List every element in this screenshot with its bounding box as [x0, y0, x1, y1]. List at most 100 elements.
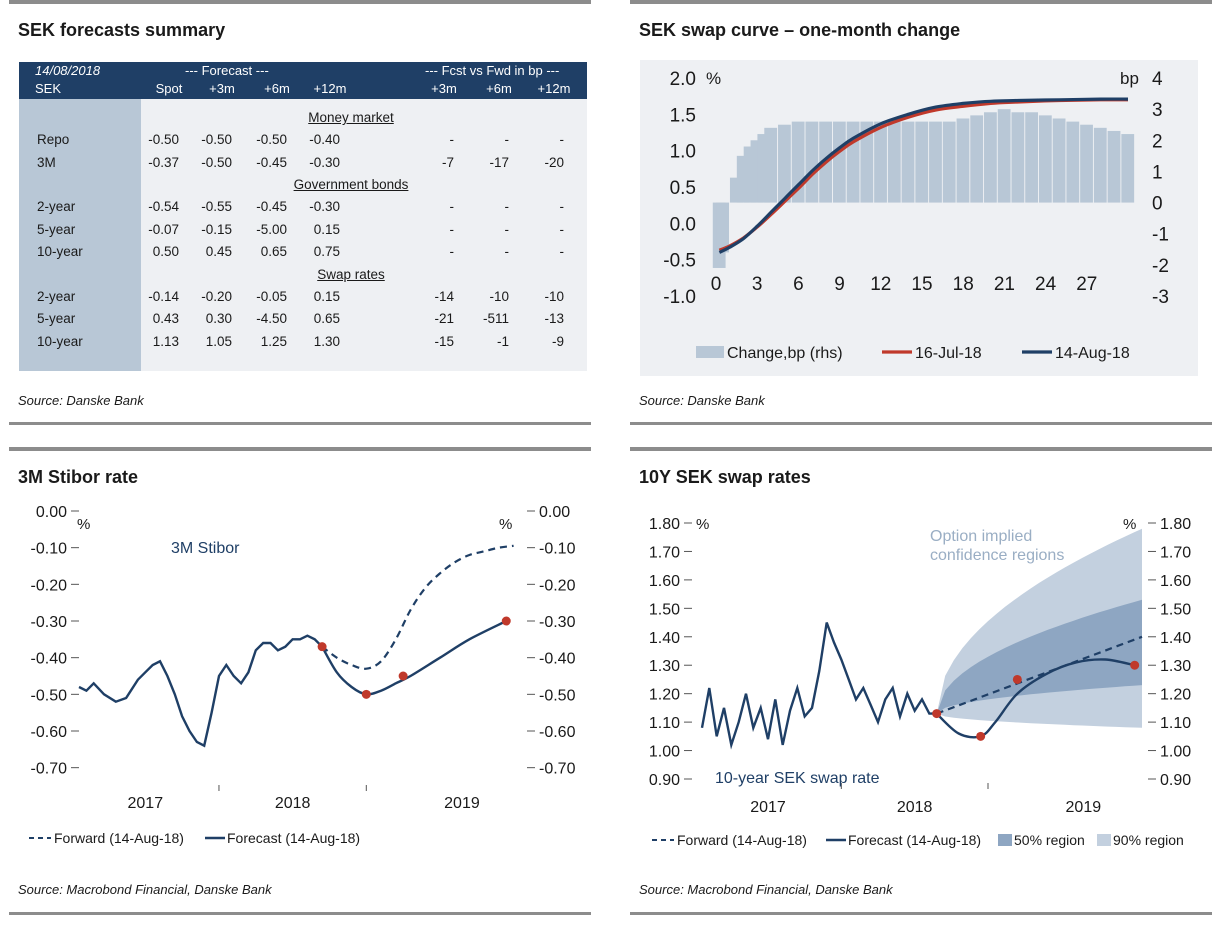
- row-value: -0.50: [201, 132, 232, 147]
- y-left-tick-label: 1.30: [649, 658, 680, 675]
- x-tick-label: 27: [1076, 274, 1097, 295]
- change-bar: [846, 121, 860, 203]
- y-left-tick-label: 1.70: [649, 544, 680, 561]
- row-fwd: -: [559, 199, 565, 214]
- y-left-tick-label: -0.30: [31, 614, 68, 631]
- y-left-tick-label: 1.80: [649, 516, 680, 533]
- y-right-tick-label: 0.90: [1160, 772, 1191, 789]
- y-left-tick-label: 1.60: [649, 573, 680, 590]
- x-tick-label: 3: [752, 274, 763, 295]
- legend-label: 14-Aug-18: [1055, 345, 1130, 362]
- header-fwd-col: +12m: [537, 81, 571, 96]
- row-fwd: -20: [544, 154, 564, 170]
- swap10y-chart: 1.80 1.80 1.70 1.70 1.60 1.60 1.50 1.50 1.40 1.40…: [649, 516, 1191, 848]
- series-line-forward: [936, 635, 1143, 715]
- change-bar: [984, 112, 997, 203]
- region-annotation: Option implied: [930, 528, 1032, 545]
- row-label: 3M: [37, 154, 56, 170]
- y-right-tick-label: -0.30: [539, 614, 576, 631]
- legend-swatch-50: [998, 834, 1012, 846]
- change-bar: [764, 127, 778, 203]
- x-tick-label: 18: [953, 274, 974, 295]
- row-fwd: -: [559, 132, 565, 147]
- panel-top-border: [630, 0, 1212, 4]
- row-value: 1.30: [313, 333, 340, 349]
- change-bar: [1121, 134, 1135, 203]
- row-fwd: -21: [434, 311, 454, 326]
- row-value: 0.65: [313, 311, 340, 326]
- source-note: Source: Danske Bank: [18, 393, 144, 408]
- change-bar: [1093, 127, 1107, 203]
- change-bar: [805, 121, 819, 203]
- row-value: -0.14: [148, 288, 179, 304]
- y-right-tick-label: -0.10: [539, 541, 576, 558]
- header-fwd-group: --- Fcst vs Fwd in bp ---: [425, 63, 560, 78]
- section-title: Money market: [308, 110, 394, 125]
- legend-swatch-bar: [696, 346, 724, 358]
- forecast-marker: [976, 731, 986, 741]
- row-value: -0.54: [148, 199, 179, 214]
- forecast-marker: [501, 616, 511, 626]
- swap10y-panel: 10Y SEK swap rates 1.80 1.80 1.70 1.70 1.60 1…: [630, 447, 1212, 915]
- panel-title: 3M Stibor rate: [18, 467, 139, 487]
- x-tick-label: 2017: [128, 795, 164, 812]
- y-left-tick-label: 0.90: [649, 772, 680, 789]
- series-line-history: [78, 634, 323, 748]
- header-date: 14/08/2018: [35, 63, 101, 78]
- y-right-tick-label: 1.60: [1160, 573, 1191, 590]
- row-value: -0.30: [309, 199, 340, 214]
- change-bar: [970, 115, 984, 203]
- x-tick-label: 2019: [1066, 799, 1102, 816]
- header-col: Spot: [155, 81, 183, 96]
- row-value: 0.43: [152, 311, 179, 326]
- row-fwd: -10: [544, 288, 564, 304]
- row-value: -0.15: [201, 221, 232, 237]
- y-left-tick-label: -0.60: [31, 724, 68, 741]
- y-left-tick-label: 1.20: [649, 687, 680, 704]
- y-left-tick-label: 1.5: [670, 105, 696, 126]
- x-tick-label: 9: [834, 274, 845, 295]
- series-line-history: [700, 622, 937, 750]
- panel-title: SEK swap curve – one-month change: [639, 20, 961, 40]
- change-bar: [860, 121, 874, 203]
- header-currency: SEK: [35, 81, 62, 96]
- series-annotation: 3M Stibor: [171, 540, 240, 557]
- row-label: 2-year: [37, 199, 76, 214]
- y-left-tick-label: -0.50: [31, 687, 68, 704]
- row-value: -4.50: [256, 311, 287, 326]
- y-left-tick-label: -0.10: [31, 541, 68, 558]
- y-left-tick-label: -1.0: [663, 287, 696, 308]
- table-row-label-column: [19, 99, 141, 371]
- x-tick-label: 6: [793, 274, 804, 295]
- y-left-unit: %: [696, 516, 709, 533]
- x-tick-label: 2017: [750, 799, 786, 816]
- row-fwd: -: [449, 132, 455, 147]
- row-fwd: -9: [551, 333, 564, 349]
- legend-label: Forecast (14-Aug-18): [848, 832, 981, 848]
- y-right-tick-label: 1.40: [1160, 630, 1191, 647]
- change-bar: [716, 202, 730, 253]
- change-bar: [1107, 130, 1121, 203]
- forecast-table-panel: SEK forecasts summary 14/08/2018 SEK --- F…: [9, 0, 591, 425]
- change-bar: [929, 121, 942, 203]
- y-right-tick-label: 3: [1152, 100, 1163, 121]
- row-value: -0.30: [309, 154, 340, 170]
- legend-swatch-90: [1097, 834, 1111, 846]
- section-title: Swap rates: [317, 266, 385, 282]
- y-left-tick-label: 0.5: [670, 178, 696, 199]
- forecast-marker: [1130, 660, 1140, 670]
- panel-bottom-border: [9, 912, 591, 915]
- row-value: -0.45: [256, 154, 287, 170]
- y-right-tick-label: -0.50: [539, 687, 576, 704]
- row-fwd: -: [449, 221, 455, 237]
- y-left-tick-label: 1.40: [649, 630, 680, 647]
- y-left-tick-label: 1.50: [649, 601, 680, 618]
- x-tick-label: 2019: [444, 795, 480, 812]
- y-left-tick-label: 0.00: [36, 504, 67, 521]
- legend-label: Forecast (14-Aug-18): [227, 830, 360, 846]
- row-value: -0.55: [201, 199, 232, 214]
- row-value: -0.37: [148, 154, 179, 170]
- row-fwd: -: [504, 199, 510, 214]
- row-value: -0.07: [148, 221, 179, 237]
- panel-top-border: [9, 0, 591, 4]
